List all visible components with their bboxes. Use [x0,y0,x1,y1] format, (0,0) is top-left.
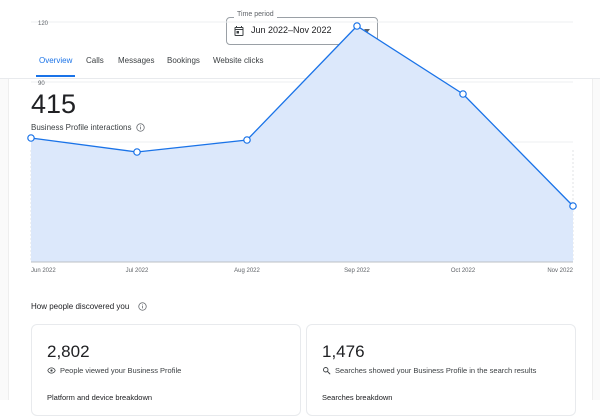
profile-views-card: 2,802 People viewed your Business Profil… [31,324,301,416]
data-point [133,148,141,156]
x-tick-label: Aug 2022 [234,268,260,274]
discovery-title: How people discovered you [31,302,129,311]
y-tick-label: 90 [38,81,45,87]
data-point [459,90,467,98]
time-period-label: Time period [234,11,277,18]
tab-messages[interactable]: Messages [118,56,154,76]
right-page-edge [592,0,600,400]
active-tab-indicator [36,75,76,77]
platform-breakdown-heading: Platform and device breakdown [47,393,153,402]
profile-views-description: People viewed your Business Profile [60,366,182,375]
data-point [569,202,577,210]
tab-website-clicks[interactable]: Website clicks [213,56,264,76]
x-tick-label: Jun 2022 [31,268,56,274]
searches-description: Searches showed your Business Profile in… [335,366,537,375]
data-point [353,22,361,30]
searches-breakdown-heading: Searches breakdown [322,393,393,402]
tab-overview[interactable]: Overview [36,56,76,77]
x-tick-label: Oct 2022 [451,268,476,274]
left-page-edge [0,0,9,400]
calendar-icon [234,26,244,36]
data-point [243,136,251,144]
discovery-info-icon[interactable] [138,302,147,311]
interactions-label: Business Profile interactions [31,123,132,132]
eye-icon [47,367,56,374]
time-period-value: Jun 2022–Nov 2022 [251,25,332,35]
tab-bookings-label: Bookings [167,56,200,65]
search-icon [323,367,331,375]
x-tick-label: Sep 2022 [344,268,370,274]
data-point [27,134,35,142]
searches-number: 1,476 [322,342,365,361]
x-tick-label: Nov 2022 [547,268,573,274]
interactions-total: 415 [31,89,77,119]
dropdown-caret-icon [364,29,370,33]
searches-card: 1,476 Searches showed your Business Prof… [306,324,576,416]
discovery-title-text: How people discovered you [31,302,130,311]
profile-views-number: 2,802 [47,342,90,361]
tab-website-clicks-label: Website clicks [213,56,264,65]
tab-calls-label: Calls [86,56,104,65]
tab-calls[interactable]: Calls [86,56,104,76]
tab-bookings[interactable]: Bookings [167,56,200,76]
tab-messages-label: Messages [118,56,155,65]
series-area [31,26,573,262]
x-tick-label: Jul 2022 [126,268,149,274]
tab-overview-label: Overview [39,56,73,65]
info-icon[interactable] [136,123,145,132]
interactions-label-text: Business Profile interactions [31,123,132,132]
y-tick-label: 120 [38,21,49,27]
header-area: Time period Jun 2022–Nov 2022 Overview C… [0,0,600,79]
series-line [30,25,574,207]
